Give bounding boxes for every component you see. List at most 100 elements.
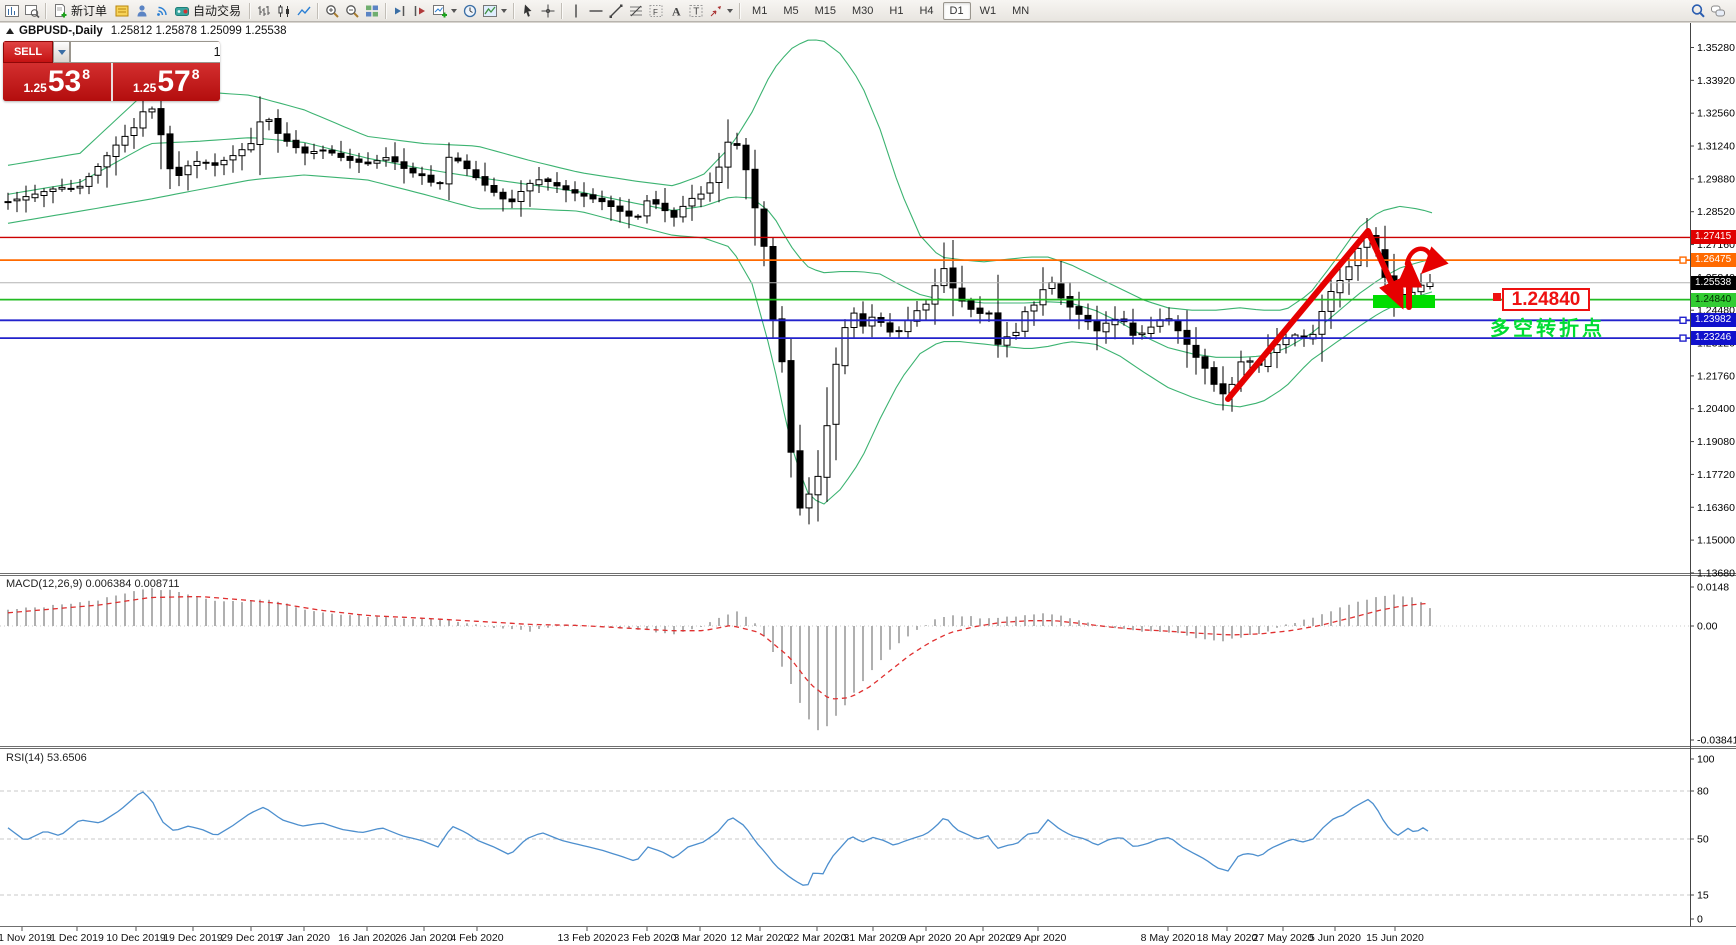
toolbar-separator	[561, 2, 564, 19]
horizontal-line-icon[interactable]	[586, 1, 606, 20]
timeframe-m1[interactable]: M1	[752, 4, 768, 17]
tile-windows-icon[interactable]	[362, 1, 382, 20]
svg-text:1.32560: 1.32560	[1697, 108, 1735, 120]
timeframe-d1[interactable]: D1	[942, 1, 971, 20]
svg-text:50: 50	[1697, 834, 1709, 846]
main-toolbar: 新订单 自动交易 F A T M1 M5 M15 M30 H1 H4 D1 W1 MN	[0, 0, 1736, 22]
new-chart-icon[interactable]	[430, 1, 450, 20]
profile-icon[interactable]	[22, 1, 42, 20]
trendline-icon[interactable]	[606, 1, 626, 20]
bollinger-upper-band	[7, 39, 1433, 311]
svg-text:1.35280: 1.35280	[1697, 42, 1735, 54]
svg-text:9 Apr 2020: 9 Apr 2020	[901, 932, 952, 944]
sell-price-prefix: 1.25	[23, 81, 47, 95]
chart-window-icon[interactable]	[2, 1, 22, 20]
chart-shift-icon[interactable]	[410, 1, 430, 20]
search-icon[interactable]	[1688, 1, 1708, 20]
timeframe-w1[interactable]: W1	[979, 4, 997, 17]
svg-text:F: F	[653, 8, 658, 17]
autotrading-icon[interactable]	[172, 1, 192, 20]
candles-layer	[4, 93, 1434, 525]
svg-text:0.0148: 0.0148	[1697, 582, 1729, 594]
timeframe-m30[interactable]: M30	[852, 4, 874, 17]
volume-input[interactable]	[70, 41, 220, 63]
buy-price-main: 57	[157, 65, 191, 98]
profiles-icon[interactable]	[480, 1, 500, 20]
navigator-icon[interactable]	[132, 1, 152, 20]
svg-text:15 Jun 2020: 15 Jun 2020	[1366, 932, 1424, 944]
timeframe-m5[interactable]: M5	[783, 4, 799, 17]
new-chart-dropdown-caret[interactable]	[451, 8, 458, 13]
chart-symbol: GBPUSD-,Daily	[19, 25, 103, 37]
svg-text:13 Feb 2020: 13 Feb 2020	[558, 932, 617, 944]
timeframe-h1[interactable]: H1	[889, 4, 904, 17]
turning-point-note: 多空转折点	[1490, 318, 1605, 340]
rsi-value: 53.6506	[46, 752, 87, 764]
chart-quote: 1.25812 1.25878 1.25099 1.25538	[110, 25, 287, 37]
svg-text:1.21760: 1.21760	[1697, 370, 1735, 382]
svg-text:1.16360: 1.16360	[1697, 502, 1735, 514]
bars-chart-icon[interactable]	[254, 1, 274, 20]
svg-text:23 Feb 2020: 23 Feb 2020	[618, 932, 677, 944]
price-annotation-tag[interactable]: 1.24840	[1502, 288, 1590, 311]
sell-price-display[interactable]: 1.25 53 8	[3, 63, 113, 101]
price-label-1.23246: 1.23246	[1691, 331, 1736, 345]
trend-annotations[interactable]	[1225, 228, 1501, 402]
one-click-trade-panel: SELL BUY 1.25 53 8 1.25 57 8	[3, 41, 220, 101]
svg-text:1.19080: 1.19080	[1697, 436, 1735, 448]
new-order-icon[interactable]	[50, 1, 70, 20]
collapse-triangle-icon[interactable]	[6, 28, 14, 34]
svg-text:1.17720: 1.17720	[1697, 469, 1735, 481]
clock-icon[interactable]	[460, 1, 480, 20]
profiles-dropdown-caret[interactable]	[501, 8, 508, 13]
candles-chart-icon[interactable]	[274, 1, 294, 20]
sell-button[interactable]: SELL	[3, 41, 53, 63]
cursor-icon[interactable]	[518, 1, 538, 20]
chat-icon[interactable]	[1708, 1, 1728, 20]
arrows-dropdown-caret[interactable]	[727, 8, 734, 13]
svg-text:18 May 2020: 18 May 2020	[1197, 932, 1258, 944]
svg-text:-0.038415: -0.038415	[1697, 735, 1736, 747]
timeframe-mn[interactable]: MN	[1012, 4, 1030, 17]
auto-scroll-icon[interactable]	[390, 1, 410, 20]
toolbar-separator	[249, 2, 252, 19]
rsi-indicator-label: RSI(14) 53.6506	[6, 752, 87, 764]
svg-text:29 Dec 2019: 29 Dec 2019	[221, 932, 281, 944]
svg-text:10 Dec 2019: 10 Dec 2019	[106, 932, 166, 944]
signal-icon[interactable]	[152, 1, 172, 20]
crosshair-icon[interactable]	[538, 1, 558, 20]
buy-price-display[interactable]: 1.25 57 8	[112, 63, 220, 101]
svg-text:1.28520: 1.28520	[1697, 206, 1735, 218]
timeframe-m15[interactable]: M15	[814, 4, 836, 17]
bollinger-bands	[7, 39, 1433, 505]
svg-text:1.13680: 1.13680	[1697, 567, 1735, 579]
text-icon[interactable]: A	[666, 1, 686, 20]
fibonacci-icon[interactable]	[626, 1, 646, 20]
zoom-in-icon[interactable]	[322, 1, 342, 20]
svg-text:100: 100	[1697, 754, 1715, 766]
text-label-icon[interactable]: T	[686, 1, 706, 20]
autotrading-label[interactable]: 自动交易	[193, 4, 242, 18]
svg-text:21 Nov 2019: 21 Nov 2019	[0, 932, 52, 944]
grid-icon[interactable]: F	[646, 1, 666, 20]
timeframe-h4[interactable]: H4	[919, 4, 934, 17]
panel-frames	[0, 22, 1736, 927]
svg-text:1.15000: 1.15000	[1697, 535, 1735, 547]
svg-text:80: 80	[1697, 786, 1709, 798]
market-watch-icon[interactable]	[112, 1, 132, 20]
svg-text:16 Jan 2020: 16 Jan 2020	[338, 932, 396, 944]
line-chart-icon[interactable]	[294, 1, 314, 20]
vertical-line-icon[interactable]	[566, 1, 586, 20]
volume-decrease-button[interactable]	[53, 41, 70, 63]
svg-text:3 Mar 2020: 3 Mar 2020	[673, 932, 726, 944]
svg-text:0: 0	[1697, 914, 1703, 926]
macd-indicator-label: MACD(12,26,9) 0.006384 0.008711	[6, 578, 180, 590]
bollinger-lower-band	[7, 174, 1433, 505]
svg-text:20 Apr 2020: 20 Apr 2020	[955, 932, 1012, 944]
new-order-label[interactable]: 新订单	[71, 4, 108, 18]
zoom-out-icon[interactable]	[342, 1, 362, 20]
macd-pane: 0.0148 0.00 -0.038415	[0, 582, 1736, 747]
arrows-icon[interactable]	[706, 1, 726, 20]
